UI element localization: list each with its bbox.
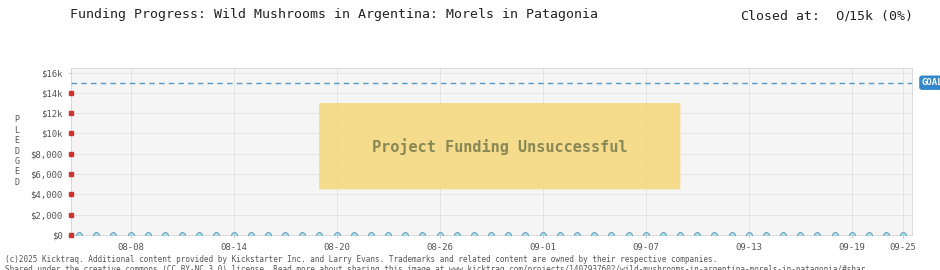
Point [260, 233, 275, 237]
Point [175, 233, 190, 237]
Point [792, 233, 807, 237]
Point [106, 233, 121, 237]
Text: GOAL: GOAL [922, 78, 940, 87]
Point [88, 233, 103, 237]
Point [415, 233, 430, 237]
Point [810, 233, 825, 237]
Point [759, 233, 774, 237]
Point [603, 233, 619, 237]
Point [553, 233, 568, 237]
FancyBboxPatch shape [319, 103, 681, 189]
Point [707, 233, 722, 237]
Point [312, 233, 327, 237]
Text: Funding Progress: Wild Mushrooms in Argentina: Morels in Patagonia: Funding Progress: Wild Mushrooms in Arge… [70, 8, 599, 21]
Point [209, 233, 224, 237]
Point [398, 233, 413, 237]
Point [672, 233, 687, 237]
Point [227, 233, 242, 237]
Point [844, 233, 859, 237]
Point [690, 233, 705, 237]
Point [449, 233, 464, 237]
Point [776, 233, 791, 237]
Point [621, 233, 636, 237]
Point [638, 233, 653, 237]
Point [827, 233, 842, 237]
Point [71, 233, 86, 237]
Point [741, 233, 756, 237]
Point [432, 233, 447, 237]
Point [123, 233, 138, 237]
Point [724, 233, 739, 237]
Text: (c)2025 Kicktraq. Additional content provided by Kickstarter Inc. and Larry Evan: (c)2025 Kicktraq. Additional content pro… [5, 255, 717, 264]
Point [483, 233, 498, 237]
Point [140, 233, 155, 237]
Point [518, 233, 533, 237]
Point [896, 233, 911, 237]
Point [655, 233, 670, 237]
Point [879, 233, 894, 237]
Text: Closed at:  $0 /  $15k (0%): Closed at: $0 / $15k (0%) [740, 8, 912, 23]
Point [381, 233, 396, 237]
Point [861, 233, 876, 237]
Point [157, 233, 172, 237]
Point [466, 233, 481, 237]
Point [295, 233, 310, 237]
Point [277, 233, 292, 237]
Point [587, 233, 602, 237]
Point [570, 233, 585, 237]
Point [501, 233, 516, 237]
Point [192, 233, 207, 237]
Point [243, 233, 258, 237]
Text: P
L
E
D
G
E
D: P L E D G E D [14, 116, 20, 187]
Point [329, 233, 344, 237]
Text: Project Funding Unsuccessful: Project Funding Unsuccessful [372, 138, 628, 154]
Point [364, 233, 379, 237]
Point [346, 233, 361, 237]
Text: Shared under the creative commons (CC BY-NC 3.0) license. Read more about sharin: Shared under the creative commons (CC BY… [5, 265, 865, 270]
Point [535, 233, 550, 237]
